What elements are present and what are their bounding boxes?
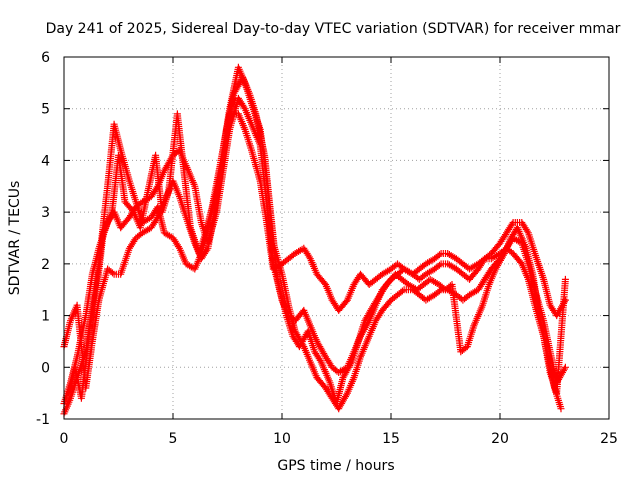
y-tick-label: -1 [36, 412, 50, 428]
x-axis-label: GPS time / hours [277, 458, 394, 474]
y-axis-label: SDTVAR / TECUs [7, 181, 23, 296]
y-tick-label: 6 [41, 50, 50, 66]
data-marks [60, 63, 569, 418]
y-tick-label: 3 [41, 205, 50, 221]
x-tick-label: 20 [491, 431, 509, 447]
y-tick-label: 1 [41, 309, 50, 325]
grid [64, 57, 609, 419]
x-tick-label: 5 [169, 431, 178, 447]
y-tick-label: 0 [41, 360, 50, 376]
y-axis: -1 0 1 2 3 4 5 6 [36, 50, 609, 428]
plot-frame [63, 56, 610, 420]
series-trace-d [64, 74, 565, 413]
x-tick-label: 0 [60, 431, 69, 447]
series-trace-b [60, 63, 569, 418]
chart-title: Day 241 of 2025, Sidereal Day-to-day VTE… [46, 21, 621, 37]
plus-markers [60, 63, 569, 418]
x-tick-label: 25 [600, 431, 618, 447]
x-tick-label: 10 [273, 431, 291, 447]
y-tick-label: 5 [41, 102, 50, 118]
x-tick-label: 15 [382, 431, 400, 447]
x-axis: 0 5 10 15 20 25 [60, 57, 618, 447]
y-tick-label: 4 [41, 153, 50, 169]
plus-markers [64, 74, 565, 413]
series-trace-a [60, 94, 569, 407]
y-tick-label: 2 [41, 257, 50, 273]
plus-markers [60, 94, 569, 407]
